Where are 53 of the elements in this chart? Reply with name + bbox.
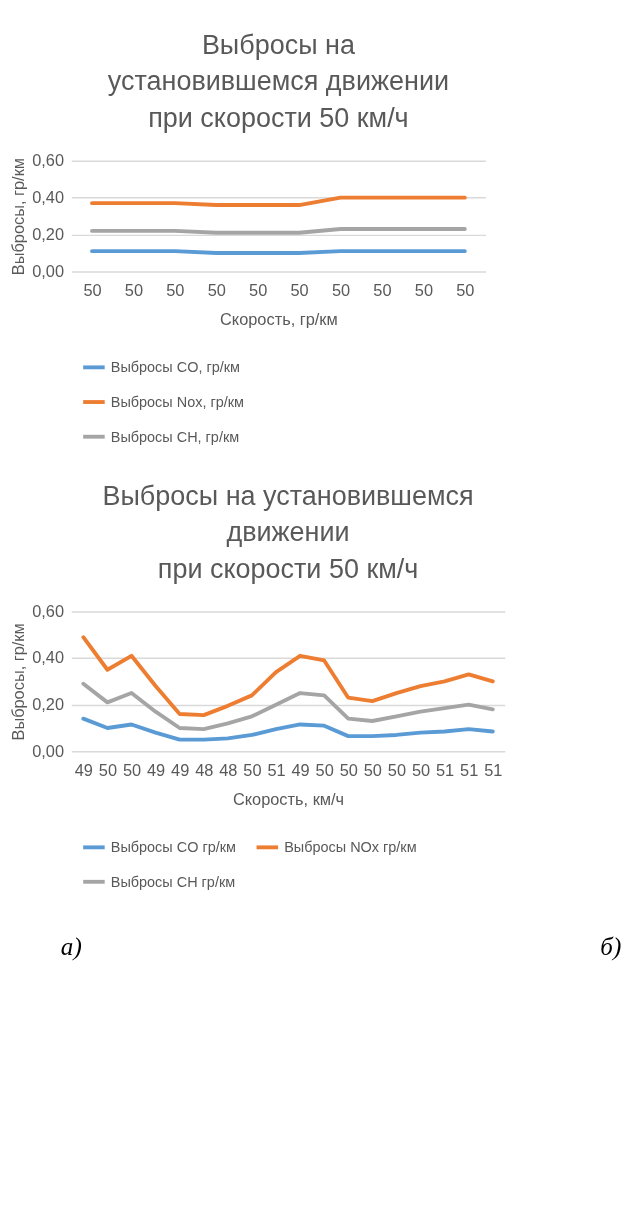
x-tick-label: 50 — [414, 281, 433, 300]
y-tick-label: 0,60 — [32, 151, 65, 170]
x-tick-label: 50 — [243, 760, 262, 779]
x-tick-label: 50 — [373, 281, 392, 300]
legend-label: Выбросы CO, гр/км — [110, 359, 240, 376]
x-tick-label: 51 — [484, 760, 503, 779]
x-tick-label: 51 — [267, 760, 286, 779]
x-tick-label: 50 — [98, 760, 117, 779]
x-tick-label: 50 — [290, 281, 309, 300]
x-tick-label: 51 — [460, 760, 479, 779]
y-tick-label: 0,20 — [32, 694, 65, 713]
legend-label: Выбросы NOx гр/км — [284, 839, 417, 856]
line-series — [81, 635, 495, 718]
line-series — [81, 681, 495, 732]
x-tick-label: 49 — [146, 760, 166, 779]
y-tick-label: 0,20 — [32, 224, 65, 243]
legend-label: Выбросы CH гр/км — [110, 873, 236, 890]
x-tick-label: 50 — [122, 760, 142, 779]
x-tick-label: 50 — [315, 760, 334, 779]
x-tick-label: 50 — [331, 281, 351, 300]
text: а) — [60, 933, 82, 962]
x-tick-label: 49 — [291, 760, 310, 779]
x-tick-label: 50 — [249, 281, 268, 300]
y-tick-label: 0,60 — [32, 601, 65, 620]
x-tick-label: 49 — [171, 760, 190, 779]
y-axis-title: Выбросы, гр/км — [9, 623, 28, 741]
x-tick-label: 51 — [435, 760, 455, 779]
x-tick-label: 50 — [363, 760, 382, 779]
y-tick-label: 0,40 — [32, 648, 65, 667]
x-tick-label: 49 — [74, 760, 93, 779]
legend-label: Выбросы Nox, гр/км — [110, 393, 244, 410]
y-axis-title: Выбросы, гр/км — [9, 157, 28, 276]
y-tick-label: 0,00 — [32, 261, 65, 280]
x-axis-title: Скорость, км/ч — [232, 789, 345, 808]
x-tick-label: 50 — [207, 281, 226, 300]
x-tick-label: 50 — [83, 281, 102, 300]
x-tick-label: 50 — [387, 760, 407, 779]
chart-title: Выбросы на установившемся движении при скорости 50 км/ч — [107, 29, 450, 133]
x-tick-label: 48 — [219, 760, 238, 779]
x-tick-label: 50 — [411, 760, 431, 779]
text: б) — [600, 933, 622, 962]
legend-label: Выбросы CO гр/км — [110, 839, 236, 856]
x-tick-label: 48 — [195, 760, 214, 779]
x-tick-label: 50 — [456, 281, 475, 300]
chart-title: Выбросы на установившемся движении при скорости 50 км/ч — [102, 480, 474, 584]
y-tick-label: 0,40 — [32, 187, 65, 206]
y-tick-label: 0,00 — [32, 741, 65, 760]
x-axis-title: Скорость, гр/км — [220, 309, 338, 328]
x-tick-label: 50 — [166, 281, 185, 300]
x-tick-label: 50 — [339, 760, 358, 779]
legend-label: Выбросы CH, гр/км — [110, 428, 240, 445]
x-tick-label: 50 — [124, 281, 144, 300]
line-series — [81, 716, 495, 742]
